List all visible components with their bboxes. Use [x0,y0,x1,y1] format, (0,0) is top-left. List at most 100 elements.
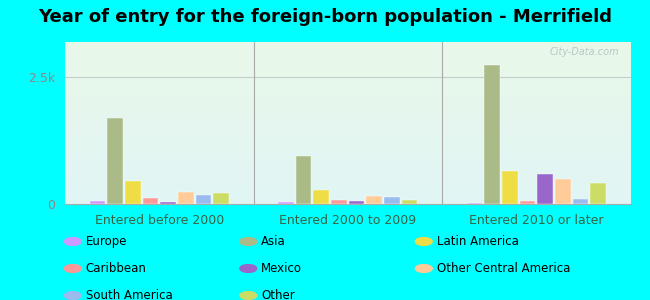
Bar [65,59,630,61]
Bar [65,161,630,162]
Bar [65,197,630,199]
Bar [65,105,630,107]
Bar [573,199,588,204]
Bar [65,84,630,85]
Bar [65,49,630,50]
Bar [65,108,630,110]
Bar [65,145,630,146]
Bar [65,112,630,113]
Bar [65,169,630,170]
Bar [65,138,630,139]
Text: Mexico: Mexico [261,262,302,275]
Text: Other: Other [261,289,295,300]
Bar [278,202,294,204]
Bar [213,193,229,204]
Text: City-Data.com: City-Data.com [549,47,619,57]
Bar [65,193,630,194]
Bar [161,202,176,204]
Bar [65,56,630,57]
Text: Latin America: Latin America [437,235,519,248]
Bar [65,119,630,120]
Text: Caribbean: Caribbean [86,262,147,275]
Bar [65,182,630,184]
Bar [65,100,630,101]
Bar [367,196,382,204]
Bar [65,113,630,115]
Bar [65,91,630,92]
Bar [65,127,630,128]
Bar [313,190,329,204]
Bar [65,162,630,164]
Bar [65,166,630,167]
Bar [65,132,630,134]
Bar [65,155,630,157]
Bar [65,142,630,143]
Bar [65,66,630,68]
Bar [65,177,630,178]
Bar [65,46,630,47]
Text: Europe: Europe [86,235,127,248]
Bar [402,200,417,204]
Bar [65,107,630,108]
Bar [65,148,630,150]
Bar [65,146,630,147]
Text: Other Central America: Other Central America [437,262,570,275]
Bar [65,120,630,122]
Bar [65,78,630,80]
Bar [65,178,630,180]
Text: Asia: Asia [261,235,286,248]
Bar [65,50,630,51]
Text: South America: South America [86,289,172,300]
Bar [65,68,630,69]
Bar [65,194,630,196]
Bar [555,179,571,204]
Bar [65,77,630,78]
Bar [65,126,630,127]
Bar [65,165,630,166]
Bar [65,159,630,161]
Bar [65,181,630,182]
Bar [65,61,630,62]
Bar [90,202,105,204]
Bar [65,184,630,185]
Bar [65,188,630,189]
Bar [65,54,630,56]
Bar [65,136,630,138]
Bar [65,53,630,54]
Bar [65,153,630,154]
Bar [65,173,630,174]
Bar [65,154,630,155]
Bar [65,82,630,84]
Bar [65,128,630,130]
Bar [65,43,630,45]
Bar [65,124,630,126]
Bar [65,72,630,73]
Bar [65,45,630,46]
Text: Year of entry for the foreign-born population - Merrifield: Year of entry for the foreign-born popul… [38,8,612,26]
Bar [65,140,630,142]
Bar [65,201,630,203]
Bar [65,164,630,165]
Bar [65,104,630,105]
Bar [65,111,630,112]
Bar [65,101,630,103]
Bar [467,203,482,204]
Bar [65,190,630,192]
Bar [65,123,630,124]
Bar [65,172,630,173]
Bar [349,201,365,204]
Bar [65,170,630,172]
Bar [65,47,630,49]
Bar [65,51,630,53]
Bar [590,183,606,204]
Bar [65,151,630,153]
Bar [65,65,630,66]
Bar [65,167,630,169]
Bar [65,118,630,119]
Bar [65,116,630,118]
Bar [65,96,630,97]
Bar [65,134,630,135]
Bar [65,57,630,58]
Bar [65,147,630,148]
Bar [65,81,630,82]
